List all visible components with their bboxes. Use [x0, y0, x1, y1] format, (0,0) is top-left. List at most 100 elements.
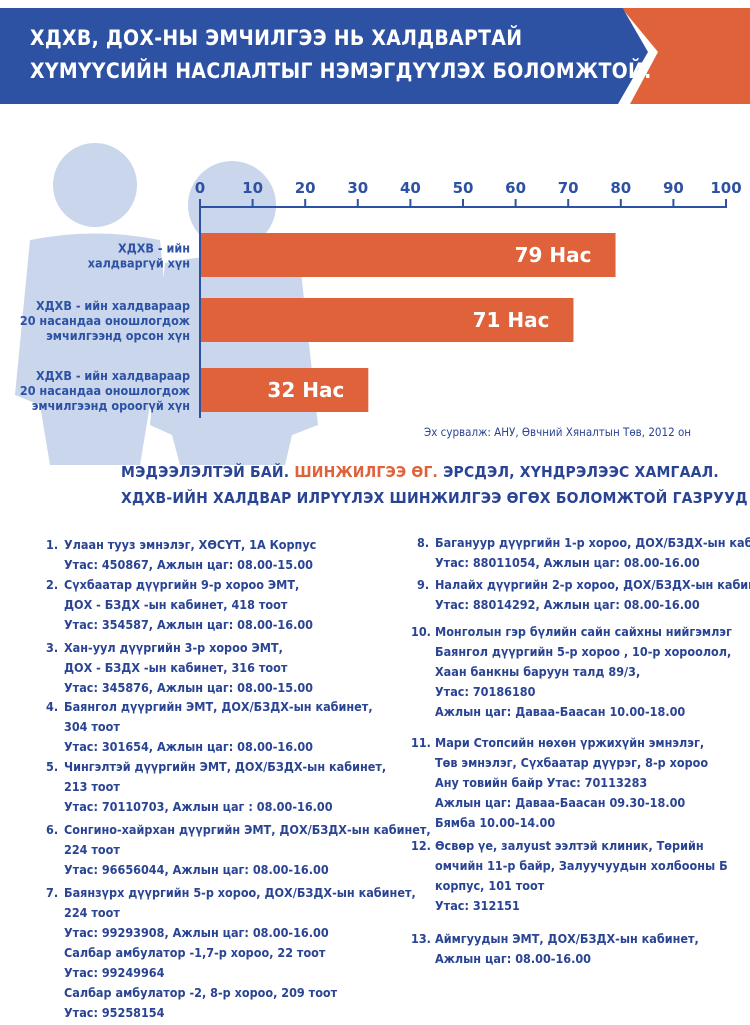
location-number: 4. — [46, 699, 59, 714]
location-number: 9. — [417, 577, 430, 592]
location-number: 3. — [46, 640, 59, 655]
location-line: Бямба 10.00-14.00 — [435, 815, 556, 830]
x-tick-label: 20 — [295, 179, 316, 197]
x-tick-label: 50 — [453, 179, 474, 197]
bar-value-label: 71 Нас — [473, 308, 550, 332]
location-line: 213 тоот — [64, 779, 120, 794]
category-label: 20 насандаа оношлогдож — [20, 383, 191, 398]
location-item: 8. Багануур дүүргийн 1-р хороо, ДОХ/БЗДХ-… — [417, 533, 750, 573]
bar — [201, 298, 574, 342]
location-line: Утас: 95258154 — [64, 1005, 165, 1020]
category-label: эмчилгээнд орсон хүн — [46, 328, 190, 343]
location-line: Утас: 99249964 — [64, 965, 165, 980]
x-tick-label: 80 — [610, 179, 631, 197]
location-line: Багануур дүүргийн 1-р хороо, ДОХ/БЗДХ-ын… — [435, 535, 750, 550]
category-label: ХДХВ - ийн — [118, 241, 190, 256]
location-line: 304 тоот — [64, 719, 120, 734]
bar — [201, 233, 616, 277]
x-tick-label: 100 — [710, 179, 741, 197]
location-line: Чингэлтэй дүүргийн ЭМТ, ДОХ/БЗДХ-ын каби… — [64, 759, 387, 774]
location-line: Монголын гэр бүлийн сайн сайхны нийгэмлэ… — [435, 624, 732, 639]
life-expectancy-chart: 0 10 20 30 40 50 60 70 80 90 100 79 Нас ХДХВ - ийнха… — [20, 179, 742, 418]
location-line: 224 тоот — [64, 905, 120, 920]
location-line: Салбар амбулатор -2, 8-р хороо, 209 тоот — [64, 985, 338, 1000]
category-label: ХДХВ - ийн халдвараар — [36, 298, 190, 313]
location-line: Сүхбаатар дүүргийн 9-р хороо ЭМТ, — [64, 577, 300, 592]
location-number: 13. — [411, 931, 431, 946]
category-label: ХДХВ - ийн халдвараар — [36, 368, 190, 383]
location-item: 9. Налайх дүүргийн 2-р хороо, ДОХ/БЗДХ-ын… — [417, 575, 750, 615]
x-tick-label: 30 — [347, 179, 368, 197]
bar — [201, 368, 369, 412]
location-line: Салбар амбулатор -1,7-р хороо, 22 тоот — [64, 945, 326, 960]
location-number: 8. — [417, 535, 430, 550]
location-line: Хан-уул дүүргийн 3-р хороо ЭМТ, — [64, 640, 283, 655]
location-line: Хаан банкны баруун талд 89/3, — [435, 664, 641, 679]
location-item: 13. Аймгуудын ЭМТ, ДОХ/БЗДХ-ын кабинет, Аж… — [411, 929, 699, 969]
location-line: омчийн 11-р байр, Залуучуудын холбооны Б — [435, 858, 728, 873]
location-number: 1. — [46, 537, 59, 552]
location-line: Утас: 99293908, Ажлын цаг: 08.00-16.00 — [64, 925, 329, 940]
location-line: Баянгол дүүргийн ЭМТ, ДОХ/БЗДХ-ын кабине… — [64, 699, 373, 714]
silhouettes-svg — [15, 143, 318, 465]
location-item: 4. Баянгол дүүргийн ЭМТ, ДОХ/БЗДХ-ын каби… — [46, 697, 373, 757]
location-item: 6. Сонгино-хайрхан дүүргийн ЭМТ, ДОХ/БЗДХ… — [46, 820, 431, 880]
location-line: Ажлын цаг: 08.00-16.00 — [435, 951, 592, 966]
location-number: 5. — [46, 759, 59, 774]
slogan: МЭДЭЭЛЭЛТЭЙ БАЙ. ШИНЖИЛГЭЭ ӨГ. ЭРСДЭЛ, Х… — [121, 463, 719, 481]
location-line: Утас: 70186180 — [435, 684, 536, 699]
location-line: Ажлын цаг: Даваа-Баасан 10.00-18.00 — [435, 704, 686, 719]
locations-heading: ХДХВ-ИЙН ХАЛДВАР ИЛРҮҮЛЭХ ШИНЖИЛГЭЭ ӨГӨХ… — [121, 489, 748, 507]
location-number: 12. — [411, 838, 431, 853]
location-line: Баянгол дүүргийн 5-р хороо , 10-р хороол… — [435, 644, 732, 659]
person-left-head — [53, 143, 137, 227]
location-line: Утас: 96656044, Ажлын цаг: 08.00-16.00 — [64, 862, 329, 877]
x-tick-label: 70 — [558, 179, 579, 197]
location-item: 11. Мари Стопсийн нөхөн үржихүйн эмнэлэг,… — [411, 733, 708, 833]
location-line: 224 тоот — [64, 842, 120, 857]
location-number: 10. — [411, 624, 431, 639]
page-title: ХДХВ, ДОХ-НЫ ЭМЧИЛГЭЭ НЬ ХАЛДВАРТАЙ ХҮМҮ… — [30, 22, 652, 88]
location-line: Утас: 301654, Ажлын цаг: 08.00-16.00 — [64, 739, 313, 754]
title-line-2: ХҮМҮҮСИЙН НАСЛАЛТЫГ НЭМЭГДҮҮЛЭХ БОЛОМЖТО… — [30, 59, 652, 83]
source-note: Эх сурвалж: АНУ, Өвчний Хяналтын Төв, 20… — [424, 425, 692, 439]
header-blue-shape — [0, 0, 648, 104]
x-tick-label: 60 — [505, 179, 526, 197]
location-line: ДОХ - БЗДХ -ын кабинет, 316 тоот — [64, 660, 288, 675]
location-item: 2. Сүхбаатар дүүргийн 9-р хороо ЭМТ, ДОХ -… — [46, 575, 313, 635]
location-item: 7. Баянзүрх дүүргийн 5-р хороо, ДОХ/БЗДХ-… — [46, 883, 416, 1023]
location-item: 12. Өсвөр үе, залуust ээлтэй клиник, Төри… — [411, 836, 728, 916]
location-number: 2. — [46, 577, 59, 592]
header-orange-shape — [615, 0, 750, 104]
location-line: Ажлын цаг: Даваа-Баасан 09.30-18.00 — [435, 795, 686, 810]
location-item: 1. Улаан тууз эмнэлэг, ХӨСҮТ, 1А Корпус Ут… — [46, 535, 317, 575]
location-line: Утас: 70110703, Ажлын цаг : 08.00-16.00 — [64, 799, 333, 814]
bar-value-label: 79 Нас — [515, 243, 592, 267]
header-shapes — [0, 0, 750, 104]
x-tick-label: 0 — [195, 179, 205, 197]
location-item: 10. Монголын гэр бүлийн сайн сайхны нийгэ… — [411, 622, 732, 722]
bar-value-label: 32 Нас — [267, 378, 344, 402]
x-tick-label: 40 — [400, 179, 421, 197]
slogan-part-1: МЭДЭЭЛЭЛТЭЙ БАЙ. — [121, 463, 290, 481]
location-line: Налайх дүүргийн 2-р хороо, ДОХ/БЗДХ-ын к… — [435, 577, 750, 592]
location-line: Улаан тууз эмнэлэг, ХӨСҮТ, 1А Корпус — [64, 537, 317, 552]
location-line: Аймгуудын ЭМТ, ДОХ/БЗДХ-ын кабинет, — [435, 931, 699, 946]
title-line-1: ХДХВ, ДОХ-НЫ ЭМЧИЛГЭЭ НЬ ХАЛДВАРТАЙ — [30, 26, 523, 50]
location-line: Ану товийн байр Утас: 70113283 — [435, 775, 648, 790]
person-left-body — [15, 233, 175, 465]
category-label: эмчилгээнд ороогүй хүн — [32, 398, 190, 413]
human-silhouettes-illustration — [0, 135, 320, 469]
header-banner: ХДХВ, ДОХ-НЫ ЭМЧИЛГЭЭ НЬ ХАЛДВАРТАЙ ХҮМҮ… — [0, 0, 750, 104]
location-item: 3. Хан-уул дүүргийн 3-р хороо ЭМТ, ДОХ - Б… — [46, 638, 313, 698]
location-number: 7. — [46, 885, 59, 900]
category-label: халдваргүй хүн — [88, 256, 190, 271]
location-line: Мари Стопсийн нөхөн үржихүйн эмнэлэг, — [435, 735, 705, 750]
x-tick-label: 10 — [242, 179, 263, 197]
location-item: 5. Чингэлтэй дүүргийн ЭМТ, ДОХ/БЗДХ-ын ка… — [46, 757, 387, 817]
slogan-part-3: ЭРСДЭЛ, ХҮНДРЭЛЭЭС ХАМГААЛ. — [443, 463, 719, 481]
location-line: Өсвөр үе, залуust ээлтэй клиник, Төрийн — [435, 838, 704, 853]
location-line: Утас: 88014292, Ажлын цаг: 08.00-16.00 — [435, 597, 700, 612]
location-line: Баянзүрх дүүргийн 5-р хороо, ДОХ/БЗДХ-ын… — [64, 885, 416, 900]
location-line: Сонгино-хайрхан дүүргийн ЭМТ, ДОХ/БЗДХ-ы… — [64, 822, 431, 837]
